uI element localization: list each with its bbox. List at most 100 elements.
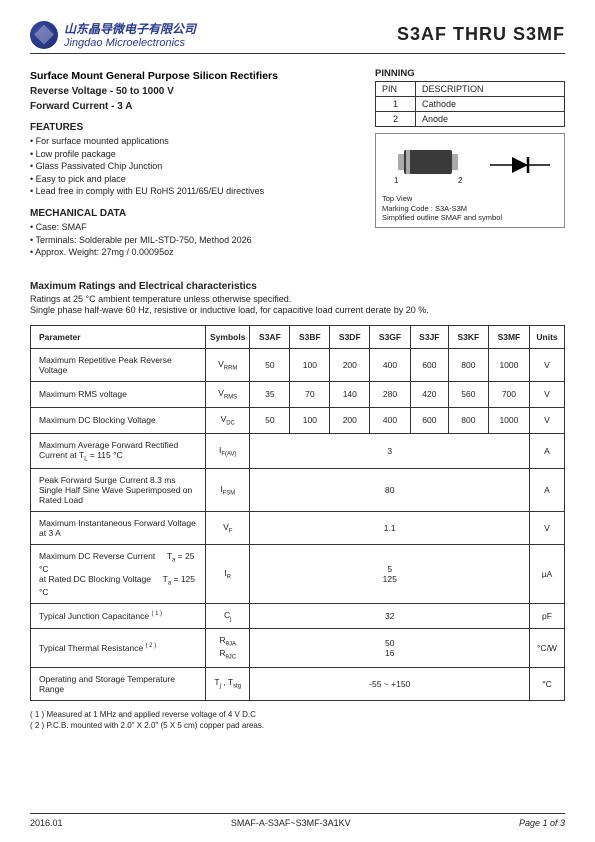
value-cell: 400 [370,407,411,433]
value-cell: 50 [250,407,290,433]
ratings-header: Parameter [31,326,206,349]
param-cell: Maximum DC Reverse Current Ta = 25 °Cat … [31,545,206,603]
smaf-package-icon [404,150,452,174]
pin2-label: 2 [458,176,462,185]
company-name-cn: 山东晶导微电子有限公司 [64,20,196,37]
symbol-cell: VRRM [206,349,250,382]
feature-item: Glass Passivated Chip Junction [30,160,355,173]
feature-item: Low profile package [30,148,355,161]
table-row: 2 Anode [376,112,565,127]
table-row: Parameter Symbols S3AF S3BF S3DF S3GF S3… [31,326,565,349]
param-cell: Maximum Average Forward Rectified Curren… [31,433,206,469]
unit-cell: V [530,512,565,545]
ratings-title: Maximum Ratings and Electrical character… [30,281,565,292]
symbol-cell: RθJARθJC [206,629,250,667]
mech-item: Terminals: Solderable per MIL-STD-750, M… [30,234,355,247]
footnote-2: ( 2 ) P.C.B. mounted with 2.0" X 2.0" (5… [30,720,565,731]
unit-cell: °C/W [530,629,565,667]
value-cell: 600 [410,349,448,382]
mech-item: Approx. Weight: 27mg / 0.00095oz [30,246,355,259]
page-root: 山东晶导微电子有限公司 Jingdao Microelectronics S3A… [0,0,595,741]
diagram-caption: Top View Marking Code : S3A-S3M Simplifi… [382,194,502,223]
cathode-band-icon [406,150,410,174]
value-cell: 280 [370,382,411,408]
value-cell: 35 [250,382,290,408]
param-cell: Maximum RMS voltage [31,382,206,408]
symbol-cell: VF [206,512,250,545]
left-column: Surface Mount General Purpose Silicon Re… [30,64,355,259]
symbol-cell: VRMS [206,382,250,408]
table-row: Maximum RMS voltageVRMS35701402804205607… [31,382,565,408]
param-cell: Peak Forward Surge Current 8.3 ms Single… [31,469,206,512]
value-cell: 70 [290,382,330,408]
value-cell: 200 [330,349,370,382]
value-cell: 1.1 [250,512,530,545]
unit-cell: V [530,407,565,433]
param-cell: Maximum DC Blocking Voltage [31,407,206,433]
symbol-cell: Tj , Tstg [206,667,250,700]
ratings-note2: Single phase half-wave 60 Hz, resistive … [30,305,429,315]
table-row: 1 Cathode [376,97,565,112]
pinning-heading: PINNING [375,68,565,79]
logo-block: 山东晶导微电子有限公司 Jingdao Microelectronics [30,20,196,49]
subtitle-main: Surface Mount General Purpose Silicon Re… [30,70,355,82]
ratings-header: S3MF [488,326,529,349]
ratings-header: Symbols [206,326,250,349]
param-cell: Maximum Instantaneous Forward Voltage at… [31,512,206,545]
value-cell: 560 [448,382,488,408]
feature-item: Easy to pick and place [30,173,355,186]
value-cell: 1000 [488,407,529,433]
pinning-cell: Anode [416,112,565,127]
value-cell: 600 [410,407,448,433]
value-cell: 5016 [250,629,530,667]
unit-cell: A [530,469,565,512]
footnote-1: ( 1 ) Measured at 1 MHz and applied reve… [30,709,565,720]
pinning-table: PIN DESCRIPTION 1 Cathode 2 Anode [375,81,565,127]
footnotes-block: ( 1 ) Measured at 1 MHz and applied reve… [30,709,565,731]
unit-cell: A [530,433,565,469]
value-cell: 800 [448,407,488,433]
ratings-header: S3DF [330,326,370,349]
diagram-marking: Marking Code : S3A-S3M [382,204,502,214]
ratings-note1: Ratings at 25 °C ambient temperature unl… [30,294,291,304]
features-list: For surface mounted applications Low pro… [30,135,355,198]
feature-item: Lead free in comply with EU RoHS 2011/65… [30,185,355,198]
company-name-block: 山东晶导微电子有限公司 Jingdao Microelectronics [64,20,196,49]
table-row: Typical Thermal Resistance ( 2 )RθJARθJC… [31,629,565,667]
symbol-cell: IFSM [206,469,250,512]
table-row: Maximum DC Reverse Current Ta = 25 °Cat … [31,545,565,603]
pinning-cell: 1 [376,97,416,112]
ratings-header: Units [530,326,565,349]
param-cell: Operating and Storage Temperature Range [31,667,206,700]
unit-cell: pF [530,603,565,629]
mech-item: Case: SMAF [30,221,355,234]
pinning-col-desc: DESCRIPTION [416,82,565,97]
symbol-cell: IR [206,545,250,603]
ratings-header: S3JF [410,326,448,349]
table-row: Operating and Storage Temperature RangeT… [31,667,565,700]
value-cell: 5125 [250,545,530,603]
table-row: Maximum Repetitive Peak Reverse VoltageV… [31,349,565,382]
mech-list: Case: SMAF Terminals: Solderable per MIL… [30,221,355,259]
value-cell: 800 [448,349,488,382]
footer-page: Page 1 of 3 [519,818,565,828]
footer-partcode: SMAF-A-S3AF~S3MF-3A1KV [231,818,351,828]
pinning-cell: Cathode [416,97,565,112]
value-cell: 140 [330,382,370,408]
value-cell: 32 [250,603,530,629]
value-cell: 100 [290,407,330,433]
feature-item: For surface mounted applications [30,135,355,148]
header: 山东晶导微电子有限公司 Jingdao Microelectronics S3A… [30,20,565,54]
ratings-header: S3AF [250,326,290,349]
symbol-cell: Cj [206,603,250,629]
logo-icon [30,21,58,49]
table-row: Maximum DC Blocking VoltageVDC5010020040… [31,407,565,433]
param-cell: Typical Junction Capacitance ( 1 ) [31,603,206,629]
package-diagram: 1 2 Top View Marking Code : S3A-S3M Simp… [375,133,565,228]
pinning-cell: 2 [376,112,416,127]
diode-symbol-icon [490,152,550,178]
part-title: S3AF THRU S3MF [397,24,565,45]
value-cell: 420 [410,382,448,408]
table-row: Maximum Average Forward Rectified Curren… [31,433,565,469]
symbol-cell: IF(AV) [206,433,250,469]
